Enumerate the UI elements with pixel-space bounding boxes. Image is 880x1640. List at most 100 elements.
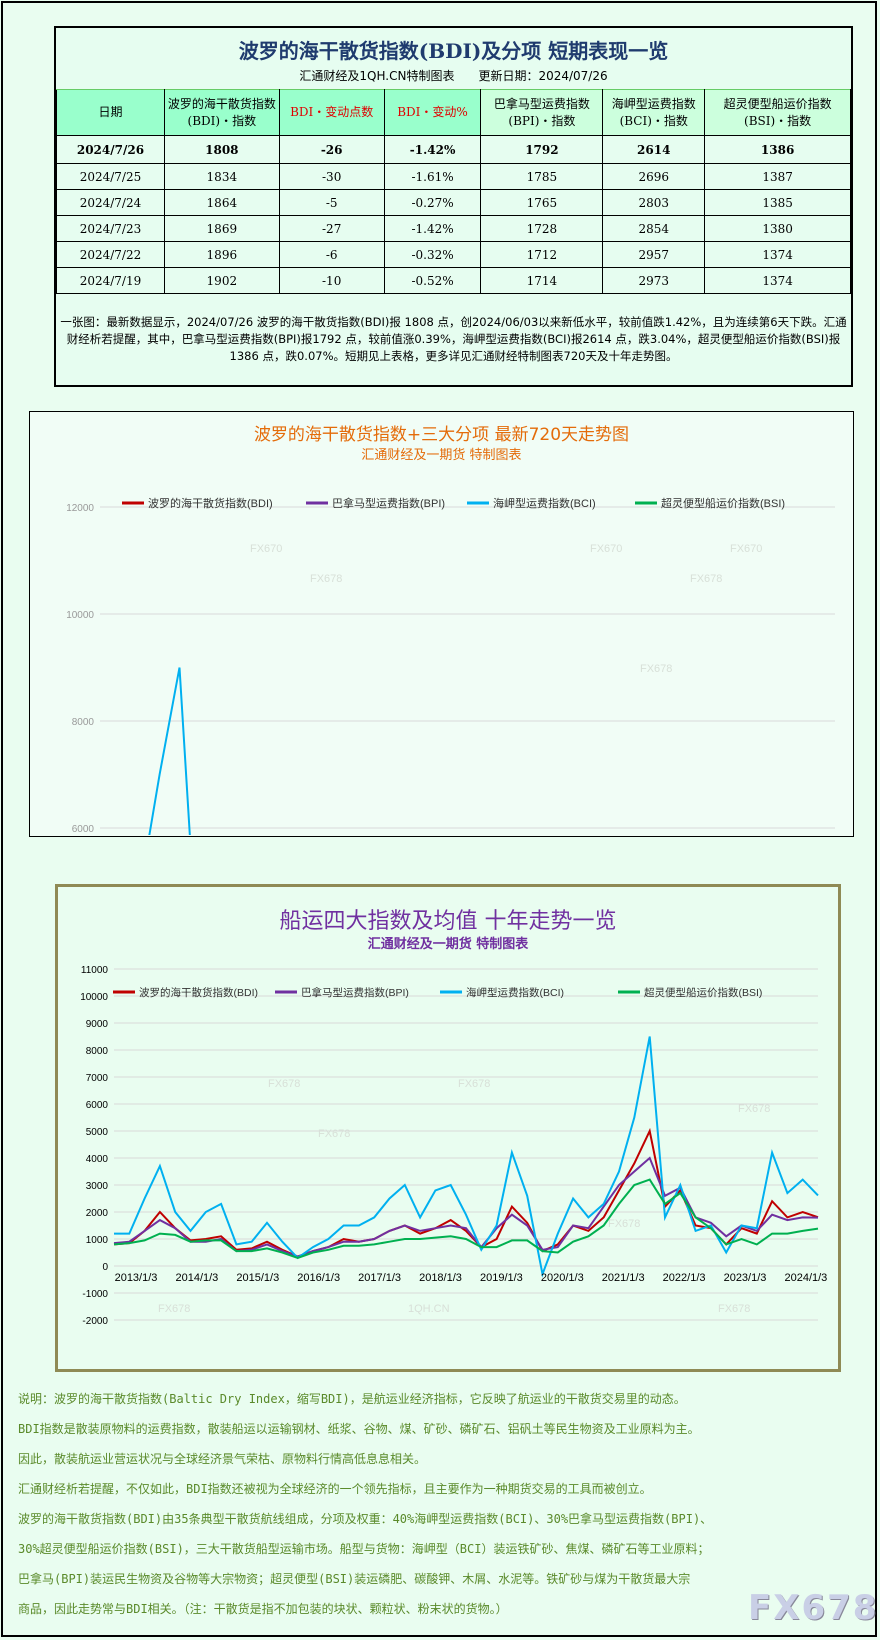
x-tick-label: 2022/1/3	[663, 1272, 706, 1284]
description-text: 说明：波罗的海干散货指数(Baltic Dry Index，缩写BDI)，是航运…	[18, 1384, 712, 1624]
chart1-plot: 020004000600080001000012000波罗的海干散货指数(BDI…	[66, 496, 835, 835]
chart-ten-year: 船运四大指数及均值 十年走势一览 汇通财经及一期货 特制图表 -2000 -100…	[55, 884, 841, 1372]
table-row: 2024/7/26 1808 -26 -1.42% 1792 2614 1386	[56, 135, 851, 164]
column-header: BDI・变动点数	[278, 89, 385, 136]
column-header: 巴拿马型运费指数 (BPI)・指数	[480, 89, 604, 136]
table-cell: 1380	[704, 215, 851, 242]
description-line: 说明：波罗的海干散货指数(Baltic Dry Index，缩写BDI)，是航运…	[18, 1392, 686, 1406]
table-cell: 2854	[602, 215, 706, 242]
table-cell: 2024/7/23	[56, 215, 165, 242]
chart-720-day: 波罗的海干散货指数+三大分项 最新720天走势图 汇通财经及一期货 特制图表 0…	[29, 411, 854, 837]
column-header: BDI・变动%	[383, 89, 482, 136]
column-header: 日期	[56, 89, 165, 136]
legend-label: 超灵便型船运价指数(BSI)	[644, 986, 762, 999]
table-cell: 1728	[480, 215, 604, 242]
y-tick-label: -2000	[82, 1316, 108, 1327]
x-tick-label: 2017/1/3	[358, 1272, 401, 1284]
description-line: BDI指数是散装原物料的运费指数，散装船运以运输钢材、纸浆、谷物、煤、矿砂、磷矿…	[18, 1422, 700, 1436]
x-tick-label: 2014/1/3	[175, 1272, 218, 1284]
table-cell: 1792	[480, 135, 604, 164]
bdi-table: 日期 波罗的海干散货指数 (BDI)・指数 BDI・变动点数 BDI・变动% 巴拿马型运…	[56, 89, 851, 294]
table-title: 波罗的海干散货指数(BDI)及分项 短期表现一览	[238, 39, 669, 63]
y-tick-label: 0	[102, 1262, 108, 1273]
column-header: 波罗的海干散货指数 (BDI)・指数	[163, 89, 280, 136]
table-cell: 1385	[704, 189, 851, 216]
y-tick-label: 2000	[86, 1208, 109, 1219]
watermark: 1QH.CN	[408, 1303, 450, 1315]
table-cell: 1712	[480, 241, 604, 268]
column-header: 超灵便型船运价指数 (BSI)・指数	[704, 89, 851, 136]
y-tick-label: 10000	[66, 610, 94, 621]
chart1-subtitle: 汇通财经及一期货 特制图表	[361, 448, 522, 463]
series-line-bpi	[113, 1156, 819, 1258]
watermark: FX678	[458, 1078, 490, 1090]
bdi-summary-table-panel: 波罗的海干散货指数(BDI)及分项 短期表现一览 汇通财经及1QH.CN特制图表…	[54, 26, 853, 387]
watermark: FX678	[318, 1128, 350, 1140]
table-cell: 2696	[602, 163, 706, 190]
y-tick-label: 1000	[86, 1235, 109, 1246]
chart2-plot: -2000 -1000 0 1000 2000 3000 4000 5000 6000 7000 8…	[80, 965, 827, 1327]
table-cell: 1869	[163, 215, 280, 242]
series-line-bsi	[113, 1178, 819, 1259]
watermark: FX678	[718, 1303, 750, 1315]
table-cell: -0.27%	[383, 189, 482, 216]
table-cell: 1374	[704, 267, 851, 294]
legend-label: 超灵便型船运价指数(BSI)	[661, 496, 785, 510]
table-cell: -26	[278, 135, 385, 164]
table-cell: -10	[278, 267, 385, 294]
table-cell: 1386	[704, 135, 851, 164]
table-cell: 1896	[163, 241, 280, 268]
series-line-bdi	[113, 1127, 819, 1258]
watermark: FX678	[608, 1218, 640, 1230]
x-tick-label: 2019/1/3	[480, 1272, 523, 1284]
table-cell: 1765	[480, 189, 604, 216]
table-cell: -1.61%	[383, 163, 482, 190]
y-tick-label: 7000	[86, 1073, 109, 1084]
table-cell: -1.42%	[383, 215, 482, 242]
table-cell: -0.32%	[383, 241, 482, 268]
x-tick-label: 2024/1/3	[784, 1272, 827, 1284]
y-tick-label: 8000	[86, 1046, 109, 1057]
watermark: FX678	[640, 663, 672, 675]
watermark: FX678	[310, 573, 342, 585]
watermark: FX670	[250, 543, 282, 555]
table-cell: 1808	[163, 135, 280, 164]
y-tick-label: 6000	[72, 824, 95, 835]
legend-label: 海岬型运费指数(BCI)	[493, 496, 596, 510]
table-cell: 2024/7/26	[56, 135, 165, 164]
fx678-logo: FX678	[748, 1588, 879, 1628]
table-cell: 1785	[480, 163, 604, 190]
table-cell: 1387	[704, 163, 851, 190]
legend-label: 巴拿马型运费指数(BPI)	[332, 496, 445, 510]
y-tick-label: 12000	[66, 503, 94, 514]
table-note: 一张图：最新数据显示，2024/07/26 波罗的海干散货指数(BDI)报 18…	[56, 294, 851, 385]
chart1-title: 波罗的海干散货指数+三大分项 最新720天走势图	[253, 425, 630, 445]
column-header: 海岬型运费指数 (BCI)・指数	[602, 89, 706, 136]
description-line: 汇通财经析若提醒，不仅如此，BDI指数还被视为全球经济的一个领先指标，且主要作为…	[18, 1482, 652, 1496]
x-tick-label: 2016/1/3	[297, 1272, 340, 1284]
watermark: FX678	[690, 573, 722, 585]
table-cell: 2803	[602, 189, 706, 216]
description-line: 30%超灵便型船运价指数(BSI)，三大干散货船型运输市场。船型与货物：海岬型（…	[18, 1542, 710, 1556]
y-tick-label: 3000	[86, 1181, 109, 1192]
table-row: 2024/7/19 1902 -10 -0.52% 1714 2973 1374	[56, 267, 851, 294]
legend-label: 波罗的海干散货指数(BDI)	[139, 986, 258, 999]
x-tick-label: 2018/1/3	[419, 1272, 462, 1284]
y-tick-label: 5000	[86, 1127, 109, 1138]
table-row: 2024/7/25 1834 -30 -1.61% 1785 2696 1387	[56, 163, 851, 190]
table-cell: -30	[278, 163, 385, 190]
x-tick-label: 2021/1/3	[602, 1272, 645, 1284]
watermark: FX670	[590, 543, 622, 555]
y-tick-label: 9000	[86, 1019, 109, 1030]
description-line: 因此，散装航运业营运状况与全球经济景气荣枯、原物料行情高低息息相关。	[18, 1452, 427, 1466]
table-cell: -0.52%	[383, 267, 482, 294]
watermark: FX678	[268, 1078, 300, 1090]
description-line: 波罗的海干散货指数(BDI)由35条典型干散货航线组成，分项及权重：40%海岬型…	[18, 1512, 713, 1526]
series-line-bci	[114, 1036, 819, 1278]
y-tick-label: -1000	[82, 1289, 108, 1300]
table-row: 2024/7/24 1864 -5 -0.27% 1765 2803 1385	[56, 189, 851, 216]
table-row: 2024/7/23 1869 -27 -1.42% 1728 2854 1380	[56, 215, 851, 242]
chart2-subtitle: 汇通财经及一期货 特制图表	[367, 937, 529, 952]
legend-label: 海岬型运费指数(BCI)	[466, 986, 564, 999]
